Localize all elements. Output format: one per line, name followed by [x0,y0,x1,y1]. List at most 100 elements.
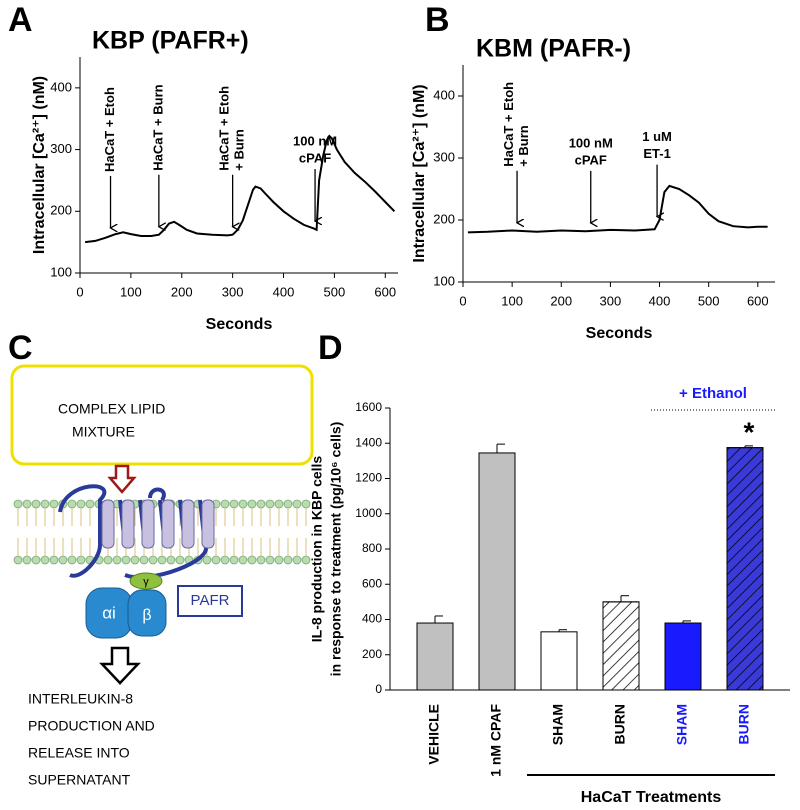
y-tick-label: 300 [433,149,455,164]
lipid-head [139,555,149,565]
x-tick-label: 400 [649,293,671,308]
annotation: 1 uM [642,129,672,144]
x-tick-label: 500 [324,284,346,299]
receptor-label: PAFR [191,592,230,609]
lipid-head [256,555,266,565]
significance-mark: * [744,416,755,447]
y-tick-label: 1400 [355,435,382,449]
subunit-g [129,572,163,590]
x-tick-label: 200 [550,293,572,308]
annotation: HaCaT + Burn [150,84,165,170]
lipid-head [67,499,77,509]
y-tick-label: 0 [375,682,382,696]
helix [121,499,135,549]
lipid-head [58,555,68,565]
lipid-head [13,555,23,565]
lipid-head [274,555,284,565]
y-tick-label: 100 [50,264,72,279]
x-tick-label: 100 [120,284,142,299]
subunit-label: β [142,607,151,624]
subunit-label: αi [102,603,116,622]
group-label: HaCaT Treatments [581,789,722,806]
y-axis-title: Intracellular [Ca²⁺] (nM) [411,84,428,262]
y-axis-title: IL-8 production in KBP cells [309,456,325,643]
input-text: MIXTURE [72,424,135,440]
lipid-head [274,499,284,509]
output-text: RELEASE INTO [28,745,130,761]
lipid-head [283,499,293,509]
panel-label: C [8,329,33,367]
y-tick-label: 300 [50,141,72,156]
annotation: HaCaT + Etoh [501,82,516,167]
lipid-head [202,555,212,565]
lipid-head [301,555,311,565]
panel-label: D [318,329,343,367]
bar [540,631,578,691]
lipid-head [40,499,50,509]
lipid-head [157,555,167,565]
lipid-head [148,555,158,565]
y-tick-label: 1000 [355,506,382,520]
x-tick-label: 300 [600,293,622,308]
lipid-head [238,499,248,509]
y-tick-label: 1600 [355,400,382,414]
x-tick-label: BURN [612,704,628,744]
annotation: 100 nM [569,135,613,150]
lipid-head [175,555,185,565]
lipid-head [292,555,302,565]
subunit-label: γ [143,576,149,588]
x-tick-label: 600 [374,284,396,299]
lipid-head [229,555,239,565]
lipid-head [22,499,32,509]
annotation: HaCaT + Etoh [102,87,117,172]
lipid-head [22,555,32,565]
bar [416,622,454,691]
x-tick-label: 100 [501,293,523,308]
lipid-head [49,555,59,565]
lipid-head [220,555,230,565]
y-tick-label: 600 [362,576,382,590]
output-text: PRODUCTION AND [28,718,155,734]
helix [181,499,195,549]
y-tick-label: 200 [50,203,72,218]
helix [201,499,215,549]
annotation: + Burn [232,129,247,171]
output-arrow [99,646,141,685]
x-axis-title: Seconds [206,316,273,333]
lipid-head [166,555,176,565]
x-tick-label: 200 [171,284,193,299]
x-tick-label: 500 [698,293,720,308]
y-axis-title: in response to treatment (pg/10⁶ cells) [328,422,344,677]
x-tick-label: SHAM [550,704,566,745]
x-tick-label: 600 [747,293,769,308]
lipid-head [301,499,311,509]
lipid-head [247,555,257,565]
x-tick-label: 300 [222,284,244,299]
x-tick-label: 1 nM CPAF [488,704,504,777]
lipid-head [103,555,113,565]
chart-title: KBP (PAFR+) [92,27,249,55]
lipid-head [121,555,131,565]
annotation: ET-1 [643,146,670,161]
chart-title: KBM (PAFR-) [476,35,631,63]
lipid-head [130,555,140,565]
lipid-head [13,499,23,509]
lipid-head [31,555,41,565]
input-text: COMPLEX LIPID [58,401,165,417]
lipid-head [256,499,266,509]
lipid-head [220,499,230,509]
lipid-head [67,555,77,565]
lipid-head [283,555,293,565]
bar-hatch [602,601,640,691]
annotation: 100 nM [293,133,337,148]
helix [101,499,115,549]
annotation: HaCaT + Etoh [217,86,232,171]
group-label: + Ethanol [679,385,747,402]
lipid-head [112,555,122,565]
x-tick-label: 400 [273,284,295,299]
x-axis-title: Seconds [586,325,653,342]
bar-hatch [726,447,764,691]
lipid-head [292,499,302,509]
lipid-head [247,499,257,509]
